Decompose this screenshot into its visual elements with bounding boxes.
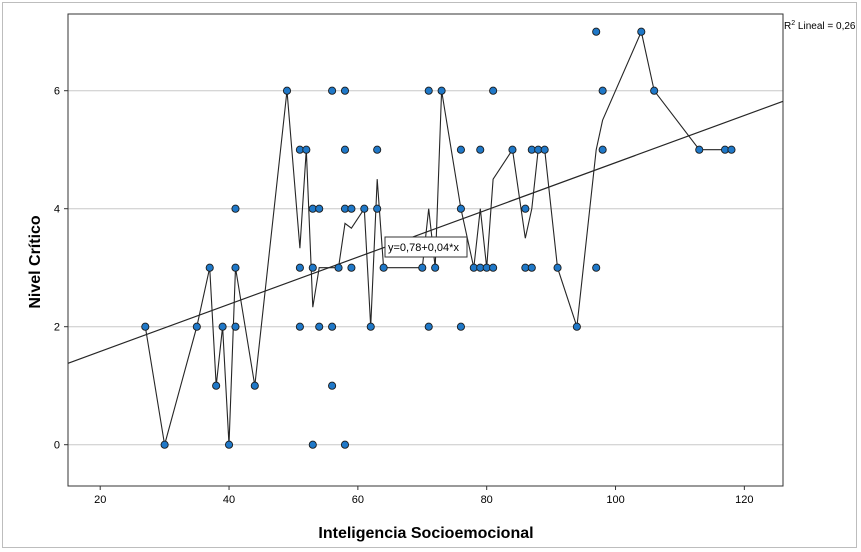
data-point [373,204,382,213]
x-tick-label: 20 [94,494,106,506]
grid-lines [68,90,783,446]
x-axis-title: Inteligencia Socioemocional [318,525,533,542]
data-point [308,440,317,449]
y-tick-label: 6 [54,86,60,98]
data-point [231,322,240,331]
data-point [328,86,337,95]
data-point [456,145,465,154]
axis-ticks: 0 2 4 6 20 40 60 80 100 120 [54,86,754,506]
data-point [334,263,343,272]
equation-box-border [384,236,468,258]
equation-label: y=0,78+0,04*x [388,242,459,254]
data-point [282,86,292,95]
data-point [598,86,607,95]
x-tick-label: 120 [735,494,753,506]
data-point [521,204,530,213]
data-point [527,263,536,272]
data-point [424,86,433,95]
data-point [231,263,240,272]
data-point [315,322,324,331]
data-point [637,27,646,36]
data-point [160,440,169,449]
data-point [192,322,201,331]
data-point [218,322,227,331]
r2-superscript: 2 [791,20,795,27]
data-point [650,86,659,95]
r2-suffix: Lineal = 0,26 [795,21,856,32]
data-point [295,263,304,272]
data-point [231,204,240,213]
data-point [592,27,601,36]
y-tick-label: 4 [54,204,60,216]
data-point [598,145,607,154]
data-point [205,263,214,272]
data-point [553,263,562,272]
linear-fit-line [67,100,784,364]
data-point [302,145,311,154]
x-tick-label: 40 [223,494,235,506]
data-point [328,322,337,331]
data-point [315,204,324,213]
data-point [437,86,446,95]
data-point [347,263,356,272]
data-point [328,381,337,390]
data-point [212,381,221,390]
equation-box: y=0,78+0,04*x [384,236,468,258]
data-point [540,145,549,154]
data-point [695,145,704,154]
data-point [456,322,465,331]
data-point [366,322,375,331]
r2-label: R2 Lineal = 0,26 [784,20,856,32]
data-point [308,263,317,272]
plot-area-border [67,13,784,487]
data-point [418,263,427,272]
data-point [727,145,736,154]
data-point [340,86,350,95]
x-tick-label: 100 [606,494,624,506]
y-axis-title: Nivel Crítico [27,215,44,309]
data-point [340,440,350,449]
fit-line-group [67,100,784,364]
data-point [373,145,382,154]
data-point [347,204,356,213]
data-point [456,204,465,213]
data-point [379,263,388,272]
data-point [340,145,350,154]
y-tick-label: 0 [54,440,60,452]
data-point [592,263,601,272]
r2-prefix: R [784,21,791,32]
data-point [224,440,234,449]
x-tick-label: 80 [481,494,493,506]
data-point [572,322,581,331]
data-point [508,145,517,154]
data-point [476,145,485,154]
data-point [141,322,150,331]
data-point [250,381,259,390]
x-tick-label: 60 [352,494,364,506]
data-point [431,263,440,272]
data-point [360,204,369,213]
data-points [141,27,736,449]
data-point [295,322,304,331]
y-tick-label: 2 [54,322,60,334]
data-point [424,322,433,331]
data-point [489,263,498,272]
data-point [489,86,498,95]
